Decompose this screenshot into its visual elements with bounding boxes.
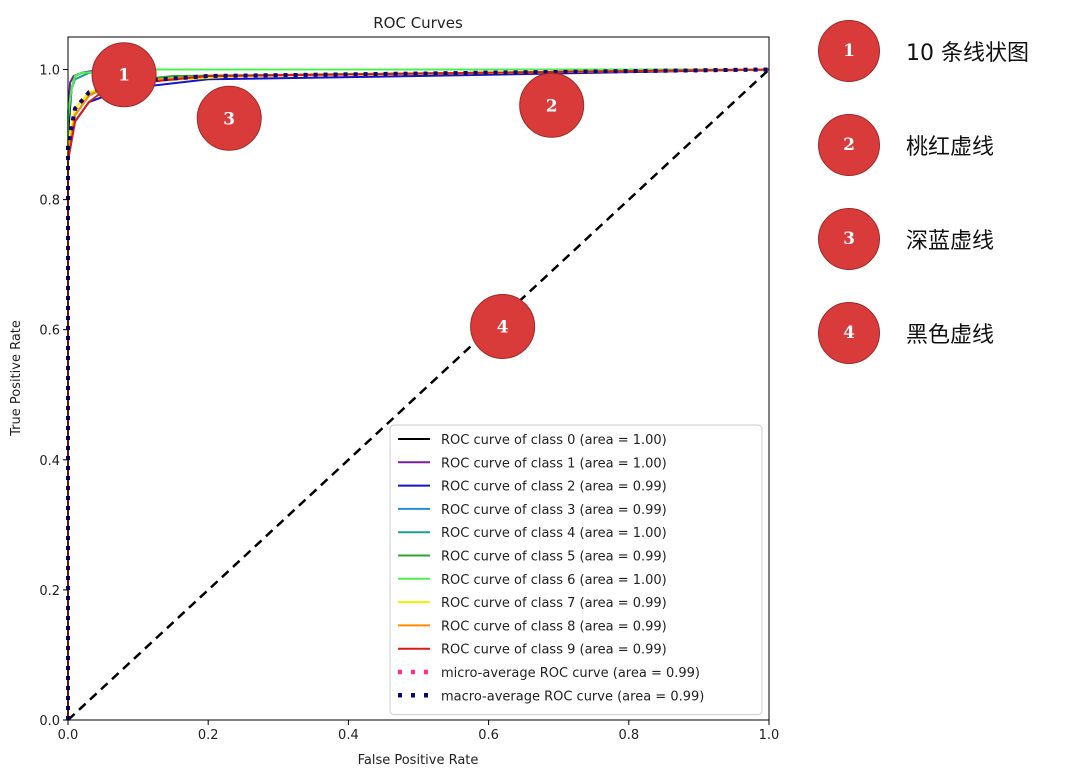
legend-label-6: ROC curve of class 6 (area = 1.00) <box>441 573 667 588</box>
x-tick-label-3: 0.6 <box>478 728 499 743</box>
chart-title: ROC Curves <box>373 14 463 32</box>
callout-marker-number-4: 4 <box>497 317 509 337</box>
side-annotation-number-1: 1 <box>818 20 880 82</box>
side-annotation-text-2: 桃红虚线 <box>906 135 995 160</box>
legend: ROC curve of class 0 (area = 1.00) ROC cu… <box>389 424 763 716</box>
callout-marker-number-3: 3 <box>223 109 235 129</box>
legend-label-8: ROC curve of class 8 (area = 0.99) <box>441 619 667 634</box>
legend-label-1: ROC curve of class 1 (area = 1.00) <box>441 456 667 471</box>
side-annotation-text-4: 黑色虚线 <box>906 323 995 348</box>
legend-label-9: ROC curve of class 9 (area = 0.99) <box>441 643 667 658</box>
y-tick-label-4: 0.8 <box>39 194 60 209</box>
y-tick-label-5: 1.0 <box>39 64 60 79</box>
legend-label-0: ROC curve of class 0 (area = 1.00) <box>441 433 667 448</box>
diagonal-reference-line <box>67 68 770 721</box>
x-axis-label: False Positive Rate <box>358 753 479 768</box>
x-tick-label-0: 0.0 <box>58 728 79 743</box>
y-tick-label-3: 0.6 <box>39 324 60 339</box>
legend-label-4: ROC curve of class 4 (area = 1.00) <box>441 526 667 541</box>
y-tick-label-1: 0.2 <box>39 584 60 599</box>
legend-box <box>389 424 763 716</box>
side-annotation-number-3: 3 <box>818 208 880 270</box>
side-annotation-text-1: 10 条线状图 <box>906 41 1029 66</box>
callout-marker-3 <box>196 85 262 151</box>
side-annotation-item-3: 3 深蓝虚线 <box>818 208 994 270</box>
roc-chart: 0.0 0.2 0.4 0.6 0.8 1.0 0.0 0.2 0.4 0.6 0.8 1.0 ROC… <box>9 14 780 768</box>
callout-marker-1 <box>91 42 157 108</box>
side-annotation-item-1: 1 10 条线状图 <box>818 20 1029 82</box>
axes-group: 0.0 0.2 0.4 0.6 0.8 1.0 0.0 0.2 0.4 0.6 0.8 1.0 <box>39 36 780 743</box>
y-tick-label-0: 0.0 <box>39 714 60 729</box>
y-tick-label-2: 0.4 <box>39 454 60 469</box>
side-annotation-number-4: 4 <box>818 302 880 364</box>
x-tick-label-2: 0.4 <box>338 728 359 743</box>
callout-markers: 1 2 3 4 <box>91 42 585 359</box>
callout-marker-number-2: 2 <box>546 96 558 116</box>
legend-label-5: ROC curve of class 5 (area = 0.99) <box>441 550 667 565</box>
legend-label-7: ROC curve of class 7 (area = 0.99) <box>441 596 667 611</box>
side-annotation-number-2: 2 <box>818 114 880 176</box>
x-tick-label-5: 1.0 <box>759 728 780 743</box>
side-annotation-text-3: 深蓝虚线 <box>906 229 995 254</box>
plot-frame <box>67 36 770 721</box>
side-annotation-item-2: 2 桃红虚线 <box>818 114 994 176</box>
callout-marker-number-1: 1 <box>118 66 130 86</box>
y-axis-label: True Positive Rate <box>9 320 24 437</box>
x-tick-label-4: 0.8 <box>618 728 639 743</box>
legend-label-2: ROC curve of class 2 (area = 0.99) <box>441 480 667 495</box>
callout-marker-4 <box>470 293 536 359</box>
x-tick-label-1: 0.2 <box>198 728 219 743</box>
legend-label-3: ROC curve of class 3 (area = 0.99) <box>441 503 667 518</box>
legend-label-10: micro-average ROC curve (area = 0.99) <box>441 666 700 681</box>
legend-label-11: macro-average ROC curve (area = 0.99) <box>441 689 704 704</box>
side-annotation-item-4: 4 黑色虚线 <box>818 302 994 364</box>
callout-marker-2 <box>519 72 585 138</box>
